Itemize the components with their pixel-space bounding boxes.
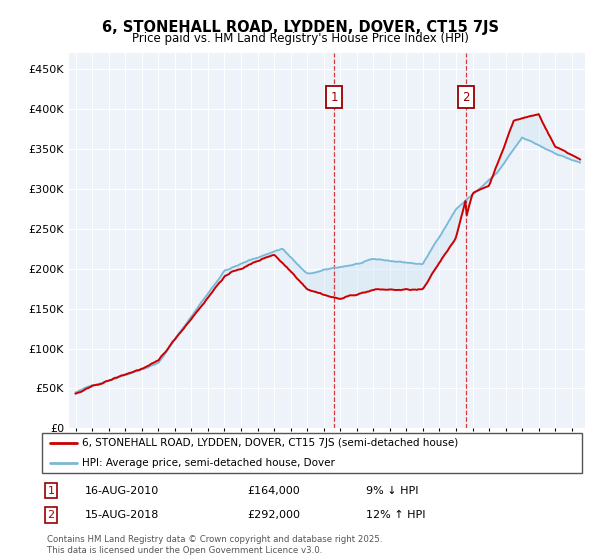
Text: Price paid vs. HM Land Registry's House Price Index (HPI): Price paid vs. HM Land Registry's House … <box>131 32 469 45</box>
Text: 15-AUG-2018: 15-AUG-2018 <box>85 510 160 520</box>
Text: £164,000: £164,000 <box>247 486 300 496</box>
Text: £292,000: £292,000 <box>247 510 300 520</box>
Text: 2: 2 <box>47 510 55 520</box>
Text: 6, STONEHALL ROAD, LYDDEN, DOVER, CT15 7JS: 6, STONEHALL ROAD, LYDDEN, DOVER, CT15 7… <box>101 20 499 35</box>
FancyBboxPatch shape <box>42 433 582 473</box>
Text: 9% ↓ HPI: 9% ↓ HPI <box>366 486 419 496</box>
Text: HPI: Average price, semi-detached house, Dover: HPI: Average price, semi-detached house,… <box>83 458 335 468</box>
Text: 16-AUG-2010: 16-AUG-2010 <box>85 486 160 496</box>
Text: 1: 1 <box>47 486 55 496</box>
Text: 2: 2 <box>463 91 470 104</box>
Text: Contains HM Land Registry data © Crown copyright and database right 2025.
This d: Contains HM Land Registry data © Crown c… <box>47 535 383 555</box>
Text: 6, STONEHALL ROAD, LYDDEN, DOVER, CT15 7JS (semi-detached house): 6, STONEHALL ROAD, LYDDEN, DOVER, CT15 7… <box>83 438 459 448</box>
Text: 1: 1 <box>330 91 338 104</box>
Text: 12% ↑ HPI: 12% ↑ HPI <box>366 510 425 520</box>
